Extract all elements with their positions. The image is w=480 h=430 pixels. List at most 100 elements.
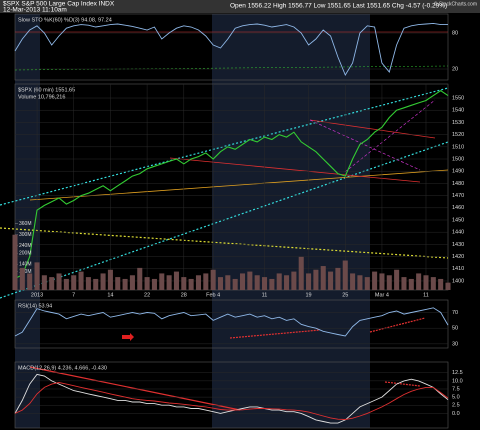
panel-frame xyxy=(14,361,449,429)
volume-bar xyxy=(254,275,260,290)
volume-bar xyxy=(232,278,238,290)
y-tick-label: 30 xyxy=(452,341,458,347)
x-tick-label: 19 xyxy=(305,292,311,298)
x-tick-label: 25 xyxy=(342,292,348,298)
y-tick-label: 10.0 xyxy=(452,378,463,384)
volume-bar xyxy=(188,278,194,290)
y-tick-label: 1530 xyxy=(452,120,464,126)
rsi-trend xyxy=(369,317,426,333)
series-line xyxy=(14,382,449,420)
volume-bar xyxy=(210,269,216,290)
y-tick-label: 200M xyxy=(19,250,32,256)
trend-line xyxy=(309,119,421,171)
y-tick-label: 100M xyxy=(19,269,32,275)
series-line xyxy=(14,307,449,337)
credit: © StockCharts.com xyxy=(434,0,477,7)
volume-bar xyxy=(313,269,319,290)
volume-bar xyxy=(298,256,304,290)
series-line xyxy=(14,22,448,76)
y-tick-label: 140M xyxy=(19,262,32,268)
y-tick-label: 1490 xyxy=(452,169,464,175)
panel-title: MACD(12,26,9) 4.236, 4.666, -0.430 xyxy=(18,365,107,371)
y-tick-label: 240M xyxy=(19,243,32,249)
y-tick-label: 12.5 xyxy=(452,370,463,376)
volume-bar xyxy=(151,278,157,290)
volume-bar xyxy=(342,260,348,290)
volume-bar xyxy=(217,277,224,290)
volume-bar xyxy=(49,277,55,290)
y-tick-label: 1520 xyxy=(452,132,464,138)
y-tick-label: 1420 xyxy=(452,254,464,260)
volume-bar xyxy=(195,275,202,290)
y-tick-label: 1450 xyxy=(452,217,464,223)
volume-bar xyxy=(357,275,363,290)
volume-bar xyxy=(85,277,91,290)
volume-bar xyxy=(34,262,40,290)
volume-bar xyxy=(181,277,187,290)
symbol: $SPX S&P 500 Large Cap Index INDX xyxy=(3,1,115,8)
volume-bar xyxy=(137,267,143,290)
y-tick-label: 1500 xyxy=(452,156,464,162)
x-tick-label: 14 xyxy=(107,292,113,298)
x-tick-label: Mar 4 xyxy=(375,292,389,298)
volume-bar xyxy=(379,273,385,290)
y-tick-label: 360M xyxy=(19,221,32,227)
y-tick-label: 1460 xyxy=(452,205,464,211)
y-tick-label: 300M xyxy=(19,232,32,238)
volume-bar xyxy=(430,277,436,290)
rsi-trend xyxy=(229,329,321,339)
series-line xyxy=(14,90,449,279)
y-tick-label: 1470 xyxy=(452,193,464,199)
volume-bar xyxy=(19,267,25,290)
volume-bar xyxy=(56,273,62,290)
volume-bar xyxy=(93,278,99,290)
arrow-marker xyxy=(122,333,134,341)
x-tick-label: 11 xyxy=(262,292,268,298)
y-tick-label: 0.0 xyxy=(452,411,460,417)
y-tick-label: 1400 xyxy=(452,278,464,284)
volume-bar xyxy=(276,273,282,290)
volume-bar xyxy=(225,275,231,290)
volume-bar xyxy=(159,273,165,290)
header-bar xyxy=(0,0,480,13)
y-tick-label: 5.0 xyxy=(452,395,460,401)
trend-line xyxy=(29,169,449,201)
date: 12-Mar-2013 11:10am xyxy=(3,7,67,14)
volume-bar xyxy=(41,275,47,290)
volume-bar xyxy=(173,271,179,290)
volume-bar xyxy=(63,278,69,290)
volume-bar xyxy=(247,271,253,290)
y-tick-label: 50 xyxy=(452,326,458,332)
y-tick-label: 1410 xyxy=(452,266,464,272)
y-tick-label: 1510 xyxy=(452,144,464,150)
volume-bar xyxy=(27,273,33,290)
volume-bar xyxy=(269,278,275,290)
volume-bar xyxy=(291,271,297,290)
x-tick-label: 22 xyxy=(144,292,150,298)
volume-bar xyxy=(401,277,407,290)
y-tick-label: 1430 xyxy=(452,242,464,248)
y-tick-label: 1540 xyxy=(452,108,464,114)
x-tick-label: 11 xyxy=(423,292,429,298)
y-tick-label: 1480 xyxy=(452,181,464,187)
panel-frame xyxy=(14,83,449,291)
panel-frames xyxy=(14,13,449,429)
panel-title: Volume 10,796,216 xyxy=(18,94,65,100)
volume-bar xyxy=(71,275,77,290)
trend-line xyxy=(344,99,436,173)
shading xyxy=(15,14,370,428)
y-tick-label: 2.5 xyxy=(452,403,460,409)
volume-bar xyxy=(284,275,290,290)
panel-title: $SPX (60 min) 1551.65 xyxy=(18,87,75,93)
volume-bar xyxy=(261,277,268,290)
trend-lines xyxy=(0,31,449,411)
y-tick-label: 1550 xyxy=(452,95,464,101)
volume-bar xyxy=(78,271,84,290)
macd-trend xyxy=(29,366,241,411)
panel-frame xyxy=(14,299,449,349)
volume-bar xyxy=(107,269,113,290)
y-tick-label: 7.5 xyxy=(452,386,460,392)
volume-bar xyxy=(394,269,400,290)
volume-bar xyxy=(100,273,106,290)
channel-line xyxy=(0,87,449,206)
